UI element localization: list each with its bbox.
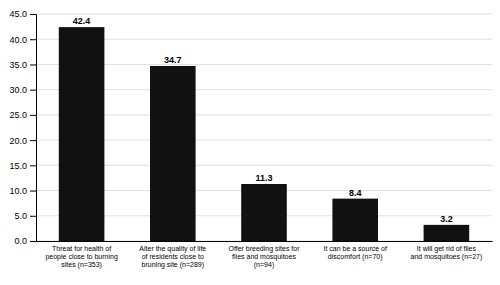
data-label: 11.3 xyxy=(255,173,272,183)
x-tick-label-line: Alter the quality of life xyxy=(139,245,206,253)
y-tick-label: 30.0 xyxy=(9,85,27,95)
x-tick-label: It will get rid of fliesand mosquitoes (… xyxy=(411,245,483,261)
data-label: 3.2 xyxy=(440,214,453,224)
y-tick-mark xyxy=(30,241,36,242)
y-tick: 20.0 xyxy=(9,135,36,145)
y-tick-label: 40.0 xyxy=(9,35,27,45)
x-tick: Threat for health ofpeople close to burn… xyxy=(45,245,117,269)
y-tick-label: 10.0 xyxy=(9,186,27,196)
y-tick-label: 15.0 xyxy=(9,161,27,171)
y-axis: 0.0 5.0 10.0 15.0 20.0 25.0 30.0 35.0 40.0 45.0 xyxy=(9,9,36,246)
y-tick-label: 25.0 xyxy=(9,110,27,120)
y-tick: 45.0 xyxy=(9,9,36,19)
x-tick-label-line: Threat for health of xyxy=(52,245,111,252)
y-tick: 15.0 xyxy=(9,161,36,171)
grid xyxy=(36,14,492,241)
grid-line xyxy=(36,114,492,115)
chart-container: 0.0 5.0 10.0 15.0 20.0 25.0 30.0 35.0 40.0 45.0 Th… xyxy=(0,0,500,285)
x-tick: It will get rid of fliesand mosquitoes (… xyxy=(411,245,483,261)
data-label: 42.4 xyxy=(73,16,91,26)
y-axis-line xyxy=(30,15,37,242)
x-tick-label-line: It can be a source of xyxy=(323,245,386,252)
x-tick-label-line: flies and mosquitoes xyxy=(232,253,296,261)
y-tick: 10.0 xyxy=(9,186,36,196)
y-tick-label: 20.0 xyxy=(9,135,27,145)
x-tick-label: Threat for health ofpeople close to burn… xyxy=(45,245,117,269)
y-tick-label: 45.0 xyxy=(9,9,27,19)
y-tick-mark xyxy=(30,191,36,192)
bars xyxy=(59,27,469,241)
bar xyxy=(59,27,105,241)
y-tick-label: 0.0 xyxy=(14,236,27,246)
bar xyxy=(332,199,378,241)
x-tick: It can be a source ofdiscomfort (n=70) xyxy=(323,245,386,261)
y-tick: 35.0 xyxy=(9,60,36,70)
y-tick-label: 5.0 xyxy=(14,211,27,221)
y-tick-mark xyxy=(30,165,36,166)
y-tick: 25.0 xyxy=(9,110,36,120)
y-tick-mark xyxy=(30,64,36,65)
x-tick-label-line: and mosquitoes (n=27) xyxy=(411,253,483,261)
grid-line xyxy=(36,140,492,141)
chart-svg: 0.0 5.0 10.0 15.0 20.0 25.0 30.0 35.0 40.0 45.0 Th… xyxy=(0,0,500,285)
x-tick-label-line: Offer breeding sites for xyxy=(228,245,300,253)
y-tick: 40.0 xyxy=(9,35,36,45)
data-label: 8.4 xyxy=(349,188,362,198)
x-tick-label-line: bruning site (n=289) xyxy=(142,261,204,269)
y-tick: 0.0 xyxy=(14,236,36,246)
x-tick-label-line: of residents close to xyxy=(142,253,204,260)
y-tick-mark xyxy=(30,14,36,15)
x-axis: Threat for health ofpeople close to burn… xyxy=(37,242,493,270)
x-tick-label-line: (n=94) xyxy=(254,261,274,269)
grid-line xyxy=(36,14,492,15)
data-labels: 42.4 34.7 11.3 8.4 3.2 xyxy=(73,16,453,224)
bar xyxy=(424,225,470,241)
y-tick-mark xyxy=(30,216,36,217)
y-tick-mark xyxy=(30,39,36,40)
x-tick-label-line: It will get rid of flies xyxy=(417,245,477,253)
x-tick: Alter the quality of lifeof residents cl… xyxy=(139,245,206,269)
bar xyxy=(241,184,287,241)
y-tick-mark xyxy=(30,115,36,116)
x-tick-label: It can be a source ofdiscomfort (n=70) xyxy=(323,245,386,261)
x-tick-label-line: sites (n=353) xyxy=(61,261,102,269)
y-tick-mark xyxy=(30,90,36,91)
x-tick-label-line: discomfort (n=70) xyxy=(328,253,383,261)
grid-line xyxy=(36,39,492,40)
x-tick-label: Alter the quality of lifeof residents cl… xyxy=(139,245,206,269)
x-tick: Offer breeding sites forflies and mosqui… xyxy=(228,245,300,269)
plot: 0.0 5.0 10.0 15.0 20.0 25.0 30.0 35.0 40.0 45.0 Th… xyxy=(9,9,492,269)
y-tick: 5.0 xyxy=(14,211,36,221)
grid-line xyxy=(36,64,492,65)
y-tick-mark xyxy=(30,140,36,141)
x-axis-line xyxy=(37,241,493,242)
y-tick-label: 35.0 xyxy=(9,60,27,70)
x-tick-label-line: people close to burning xyxy=(45,253,117,261)
data-label: 34.7 xyxy=(164,55,182,65)
bar xyxy=(150,66,196,241)
grid-line xyxy=(36,165,492,166)
y-tick: 30.0 xyxy=(9,85,36,95)
x-tick-label: Offer breeding sites forflies and mosqui… xyxy=(228,245,300,269)
grid-line xyxy=(36,89,492,90)
